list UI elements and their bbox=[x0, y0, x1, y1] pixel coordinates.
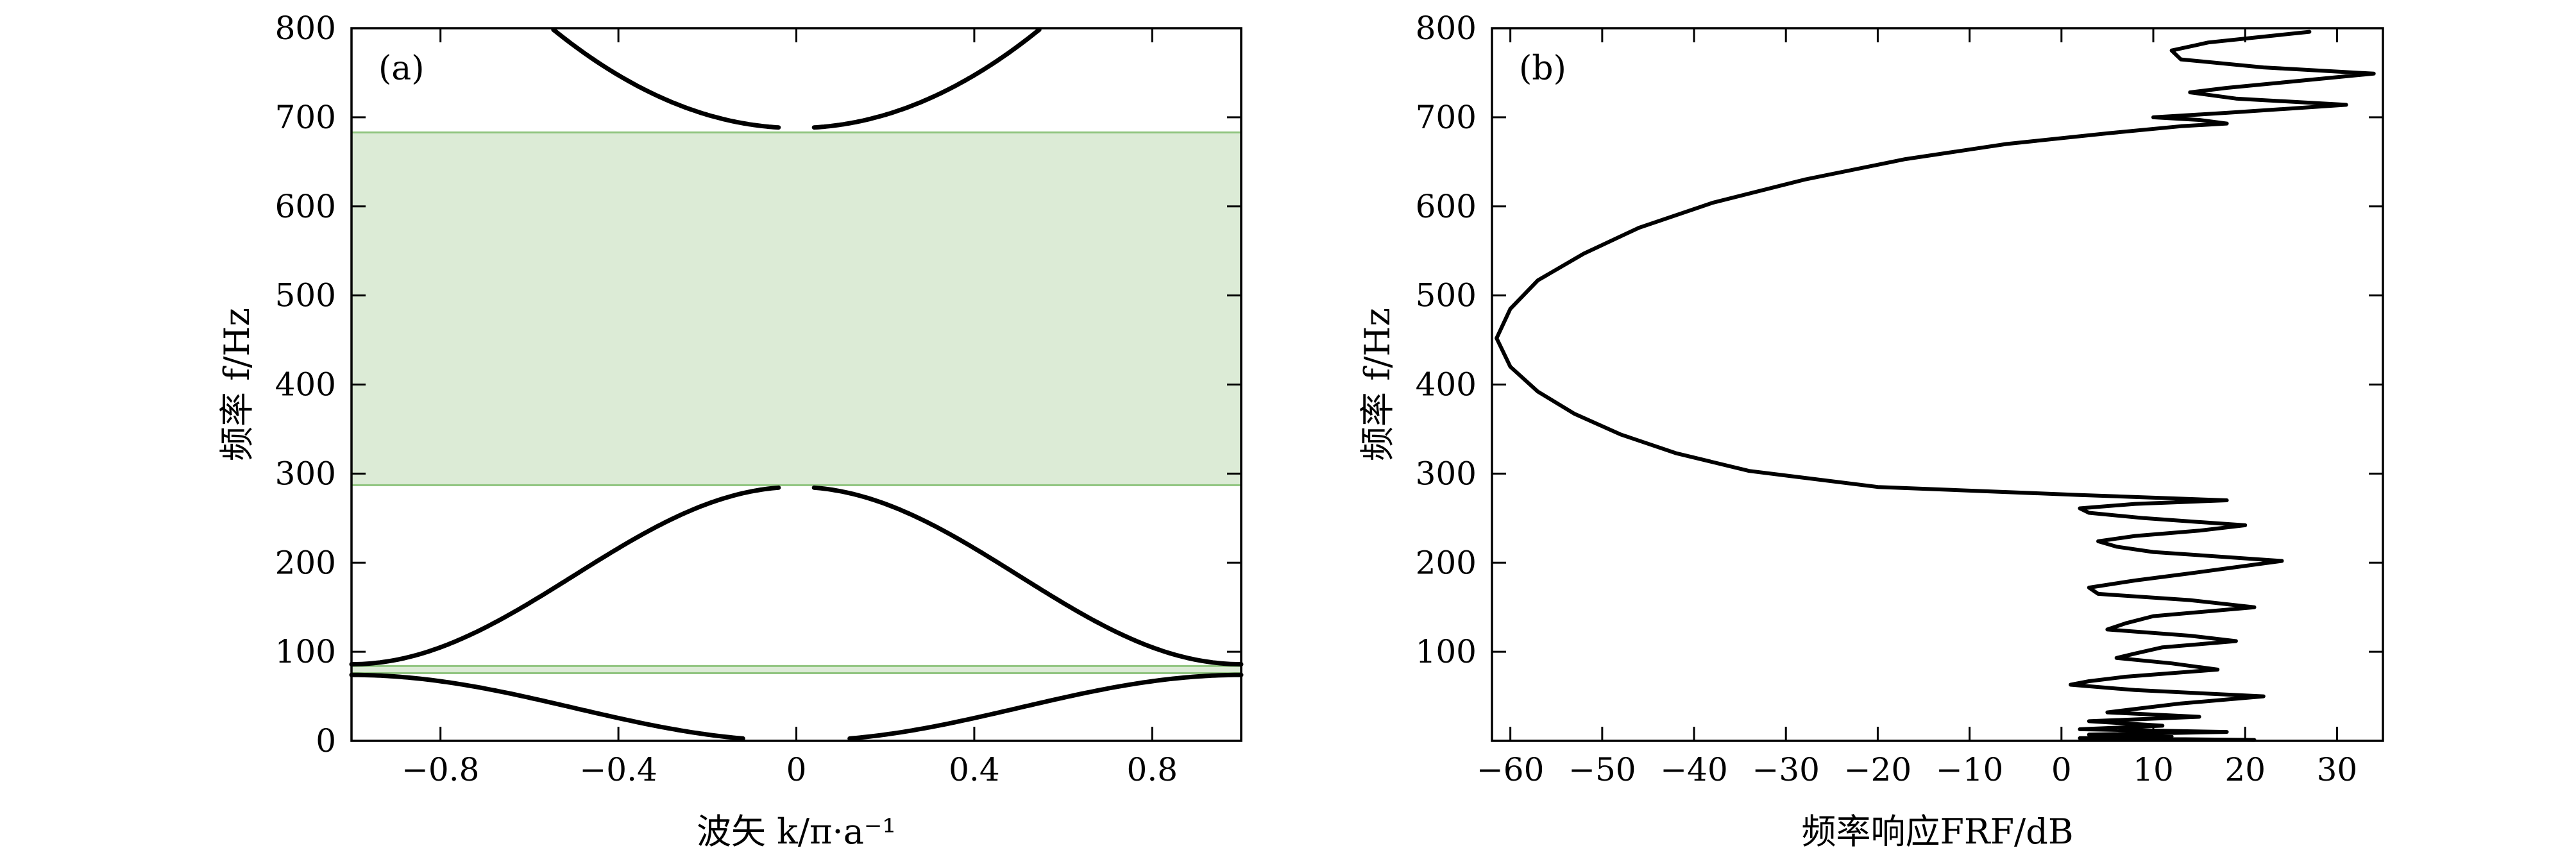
x-tick-label: 0.4 bbox=[949, 751, 1000, 788]
x-tick-label: −20 bbox=[1844, 751, 1912, 788]
a-x-tick-labels: −0.8 −0.4 0 0.4 0.8 bbox=[402, 751, 1178, 788]
a-y-axis-label: 频率 f/Hz bbox=[217, 308, 257, 461]
x-tick-label: 10 bbox=[2133, 751, 2174, 788]
b-panel-label: (b) bbox=[1519, 49, 1566, 88]
y-tick-label: 100 bbox=[275, 633, 336, 670]
b-y-axis-label: 频率 f/Hz bbox=[1357, 308, 1398, 461]
y-tick-label: 300 bbox=[1416, 455, 1477, 492]
y-tick-label: 700 bbox=[1416, 99, 1477, 136]
x-tick-label: −0.8 bbox=[402, 751, 479, 788]
b-x-tick-labels: −60 −50 −40 −30 −20 −10 0 10 20 30 bbox=[1477, 751, 2357, 788]
band-3-right bbox=[811, 27, 1042, 130]
x-tick-label: −30 bbox=[1752, 751, 1820, 788]
y-tick-label: 700 bbox=[275, 99, 336, 136]
x-tick-label: −60 bbox=[1477, 751, 1545, 788]
x-tick-label: 20 bbox=[2224, 751, 2266, 788]
band-gap bbox=[350, 131, 1242, 486]
y-tick-label: 200 bbox=[275, 544, 336, 581]
y-tick-label: 200 bbox=[1416, 544, 1477, 581]
x-tick-label: −0.4 bbox=[579, 751, 657, 788]
frf-series-line bbox=[1495, 30, 2376, 742]
band-1-right bbox=[847, 672, 1244, 741]
band-gap bbox=[350, 665, 1242, 674]
a-panel-label: (a) bbox=[378, 49, 425, 88]
b-plot-frame bbox=[1491, 27, 2384, 742]
x-tick-label: −10 bbox=[1936, 751, 2004, 788]
x-tick-label: 0 bbox=[786, 751, 807, 788]
b-axes-ticks bbox=[1492, 27, 2383, 741]
x-tick-label: 30 bbox=[2317, 751, 2358, 788]
y-tick-label: 800 bbox=[1416, 10, 1477, 47]
y-tick-label: 300 bbox=[275, 455, 336, 492]
panel-b: −60 −50 −40 −30 −20 −10 0 10 20 30 100 200 300 400 50… bbox=[1357, 10, 2384, 852]
y-tick-label: 0 bbox=[316, 722, 336, 759]
b-frf-curve bbox=[1495, 30, 2376, 742]
a-x-axis-label: 波矢 k/π·a⁻¹ bbox=[697, 811, 896, 852]
band-2-right bbox=[811, 485, 1244, 667]
a-y-tick-labels: 0 100 200 300 400 500 600 700 800 bbox=[275, 10, 336, 759]
y-tick-label: 100 bbox=[1416, 633, 1477, 670]
x-tick-label: −50 bbox=[1568, 751, 1636, 788]
b-y-tick-labels: 100 200 300 400 500 600 700 800 bbox=[1416, 10, 1477, 670]
y-tick-label: 600 bbox=[1416, 188, 1477, 225]
band-gap-regions bbox=[350, 131, 1242, 674]
a-plot-frame bbox=[350, 27, 1242, 742]
y-tick-label: 500 bbox=[275, 277, 336, 314]
x-tick-label: −40 bbox=[1660, 751, 1728, 788]
y-tick-label: 500 bbox=[1416, 277, 1477, 314]
x-tick-label: 0.8 bbox=[1127, 751, 1178, 788]
x-tick-label: 0 bbox=[2051, 751, 2072, 788]
band-1-left bbox=[349, 672, 745, 741]
y-tick-label: 400 bbox=[275, 366, 336, 403]
y-tick-label: 600 bbox=[275, 188, 336, 225]
band-2-left bbox=[349, 485, 781, 667]
y-tick-label: 800 bbox=[275, 10, 336, 47]
a-dispersion-curves bbox=[349, 27, 1244, 741]
band-3-left bbox=[551, 27, 781, 130]
panel-a: −0.8 −0.4 0 0.4 0.8 0 100 200 300 400 500 600 700 80… bbox=[217, 10, 1244, 852]
y-tick-label: 400 bbox=[1416, 366, 1477, 403]
b-x-axis-label: 频率响应FRF/dB bbox=[1801, 811, 2073, 852]
